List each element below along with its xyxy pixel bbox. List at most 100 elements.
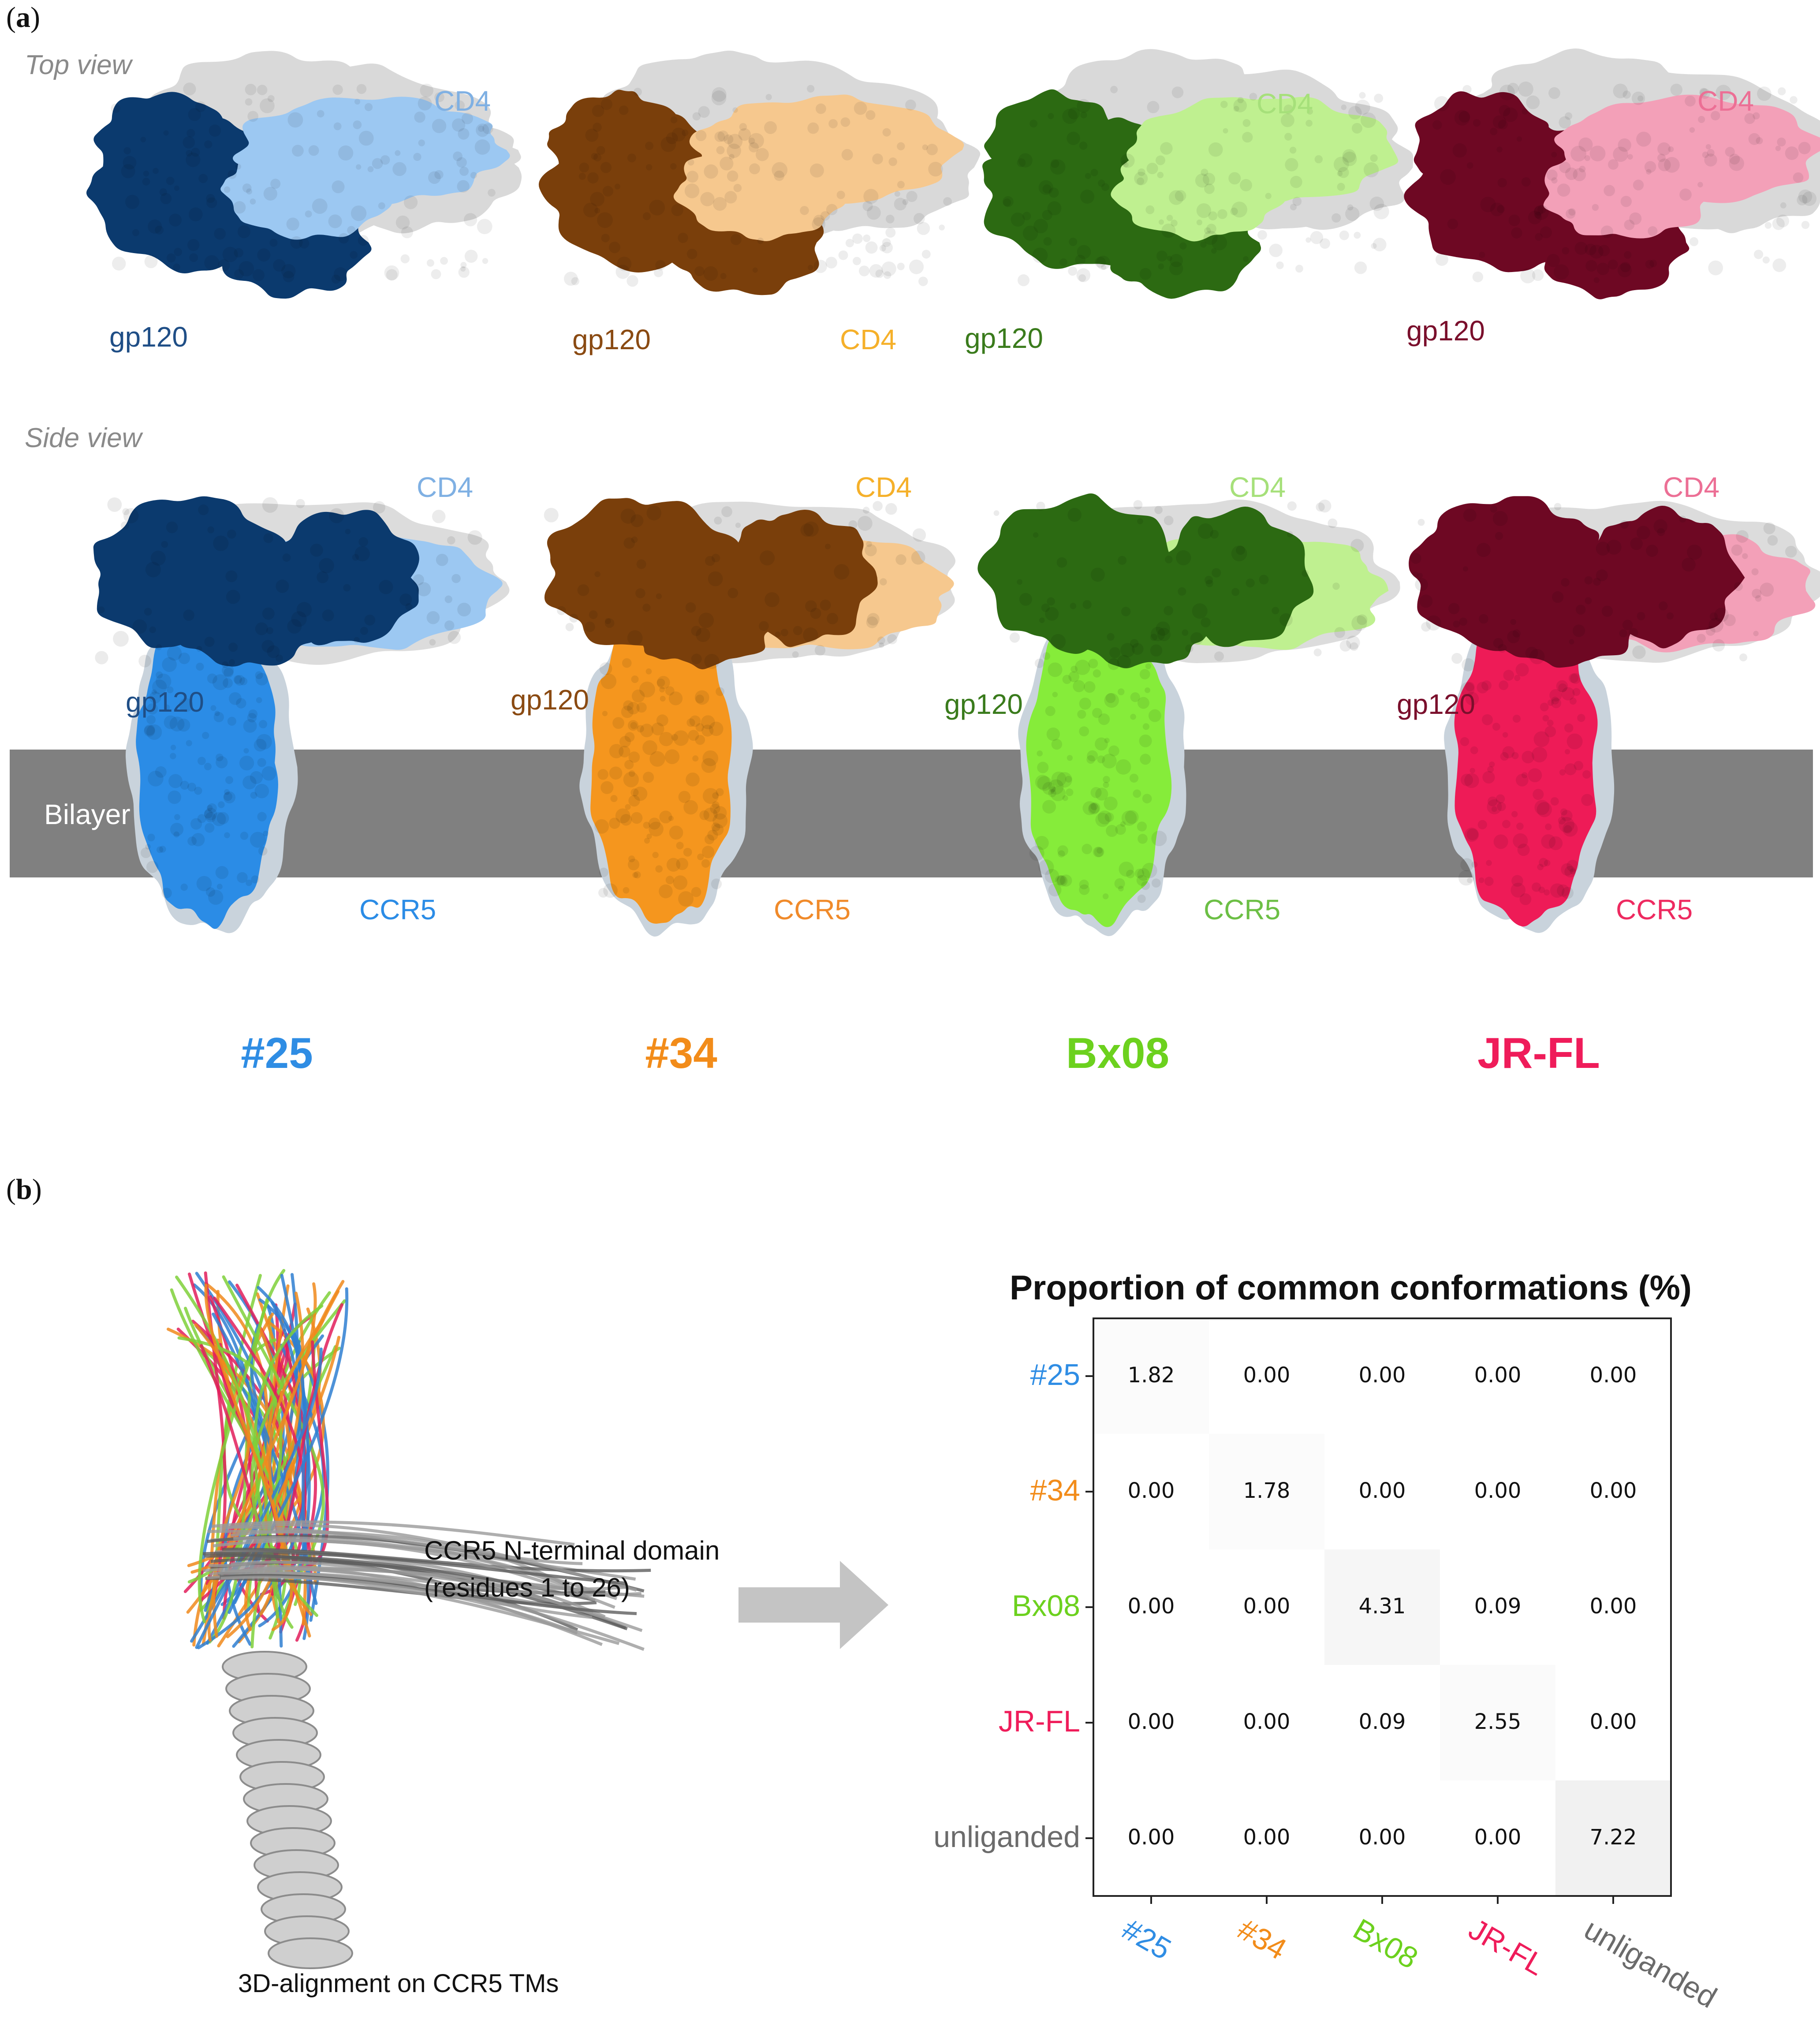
- surface-texture: [1644, 161, 1656, 173]
- heatmap-cell-value: 2.55: [1474, 1709, 1522, 1734]
- surface-texture: [1171, 220, 1178, 227]
- surface-texture: [159, 188, 167, 196]
- surface-texture: [1498, 119, 1508, 130]
- surface-texture: [1265, 193, 1272, 199]
- surface-texture: [1620, 520, 1629, 529]
- surface-texture: [1478, 877, 1484, 883]
- surface-texture: [1624, 220, 1635, 230]
- heatmap-cell: [1209, 1665, 1324, 1780]
- surface-texture: [1231, 588, 1240, 596]
- surface-texture: [1435, 253, 1448, 266]
- surface-texture: [565, 623, 574, 631]
- surface-texture: [1545, 823, 1552, 830]
- surface-texture: [159, 846, 166, 853]
- surface-texture: [1044, 869, 1059, 884]
- surface-texture: [1129, 773, 1139, 783]
- surface-texture: [673, 875, 688, 890]
- panel-a-letter: (a): [6, 1, 40, 34]
- surface-texture: [748, 133, 764, 149]
- surface-texture: [177, 718, 190, 732]
- surface-texture: [1050, 786, 1056, 792]
- heatmap-cell: [1324, 1434, 1440, 1549]
- surface-texture: [187, 239, 200, 251]
- surface-texture: [1487, 799, 1502, 814]
- surface-texture: [1415, 578, 1428, 591]
- surface-texture: [1493, 834, 1508, 849]
- heatmap-cell: [1324, 1318, 1440, 1434]
- surface-texture: [642, 772, 654, 783]
- surface-texture: [1115, 759, 1131, 775]
- surface-texture: [622, 658, 632, 668]
- surface-texture: [1047, 201, 1062, 216]
- surface-texture: [234, 269, 244, 279]
- surface-texture: [224, 789, 230, 795]
- surface-texture: [1755, 595, 1762, 602]
- surface-texture: [1519, 893, 1532, 905]
- surface-texture: [1056, 875, 1067, 885]
- surface-texture: [216, 756, 228, 769]
- surface-texture: [1048, 187, 1059, 198]
- surface-texture: [1169, 254, 1183, 267]
- heatmap-cell: [1440, 1780, 1555, 1896]
- surface-texture: [1481, 680, 1492, 691]
- surface-texture: [156, 644, 162, 650]
- surface-texture: [885, 214, 895, 224]
- surface-texture: [631, 675, 639, 683]
- ccr5-shape: [1026, 600, 1172, 927]
- surface-texture: [1351, 615, 1367, 631]
- surface-texture: [1017, 158, 1026, 167]
- surface-texture: [646, 505, 662, 521]
- surface-texture: [1150, 627, 1165, 642]
- surface-texture: [255, 671, 263, 679]
- surface-texture: [666, 858, 681, 872]
- surface-texture: [1565, 749, 1570, 754]
- surface-texture: [207, 803, 217, 813]
- surface-texture: [148, 771, 164, 787]
- surface-texture: [1164, 515, 1174, 526]
- surface-texture: [1042, 800, 1056, 814]
- surface-texture: [1272, 607, 1279, 615]
- surface-texture: [204, 809, 213, 818]
- surface-texture: [283, 271, 295, 283]
- surface-texture: [269, 239, 278, 247]
- surface-texture: [333, 267, 348, 281]
- surface-texture: [1048, 662, 1063, 677]
- surface-texture: [686, 772, 700, 787]
- surface-texture: [354, 99, 361, 105]
- surface-texture: [1566, 860, 1579, 872]
- surface-texture: [1120, 153, 1135, 168]
- surface-texture: [189, 253, 198, 262]
- surface-texture: [364, 103, 373, 112]
- surface-texture: [354, 546, 370, 562]
- surface-texture: [1042, 652, 1051, 660]
- surface-texture: [250, 832, 266, 848]
- surface-texture: [233, 201, 246, 214]
- surface-texture: [660, 696, 666, 702]
- surface-texture: [225, 570, 238, 582]
- surface-texture: [1502, 732, 1508, 738]
- surface-texture: [1050, 159, 1059, 168]
- surface-texture: [1341, 104, 1347, 110]
- surface-texture: [144, 608, 152, 616]
- ccr5-shape: [1454, 599, 1598, 927]
- surface-texture: [656, 678, 665, 687]
- surface-texture: [1185, 644, 1193, 653]
- surface-texture: [1018, 153, 1033, 168]
- surface-texture: [589, 610, 598, 619]
- cd4-side-label-bx08: CD4: [1229, 471, 1286, 503]
- surface-texture: [113, 631, 129, 647]
- surface-texture: [434, 170, 444, 179]
- surface-texture: [440, 257, 448, 265]
- cd4-top-label-25: CD4: [434, 85, 491, 117]
- surface-texture: [1471, 861, 1478, 868]
- heatmap-cell-value: 0.00: [1589, 1478, 1637, 1503]
- surface-texture: [1460, 737, 1469, 746]
- surface-texture: [1374, 93, 1384, 103]
- surface-texture: [202, 731, 209, 739]
- surface-texture: [1157, 627, 1171, 642]
- surface-texture: [639, 681, 655, 698]
- surface-texture: [854, 101, 867, 115]
- surface-texture: [1620, 261, 1631, 272]
- surface-texture: [865, 241, 878, 254]
- surface-texture: [1547, 699, 1554, 706]
